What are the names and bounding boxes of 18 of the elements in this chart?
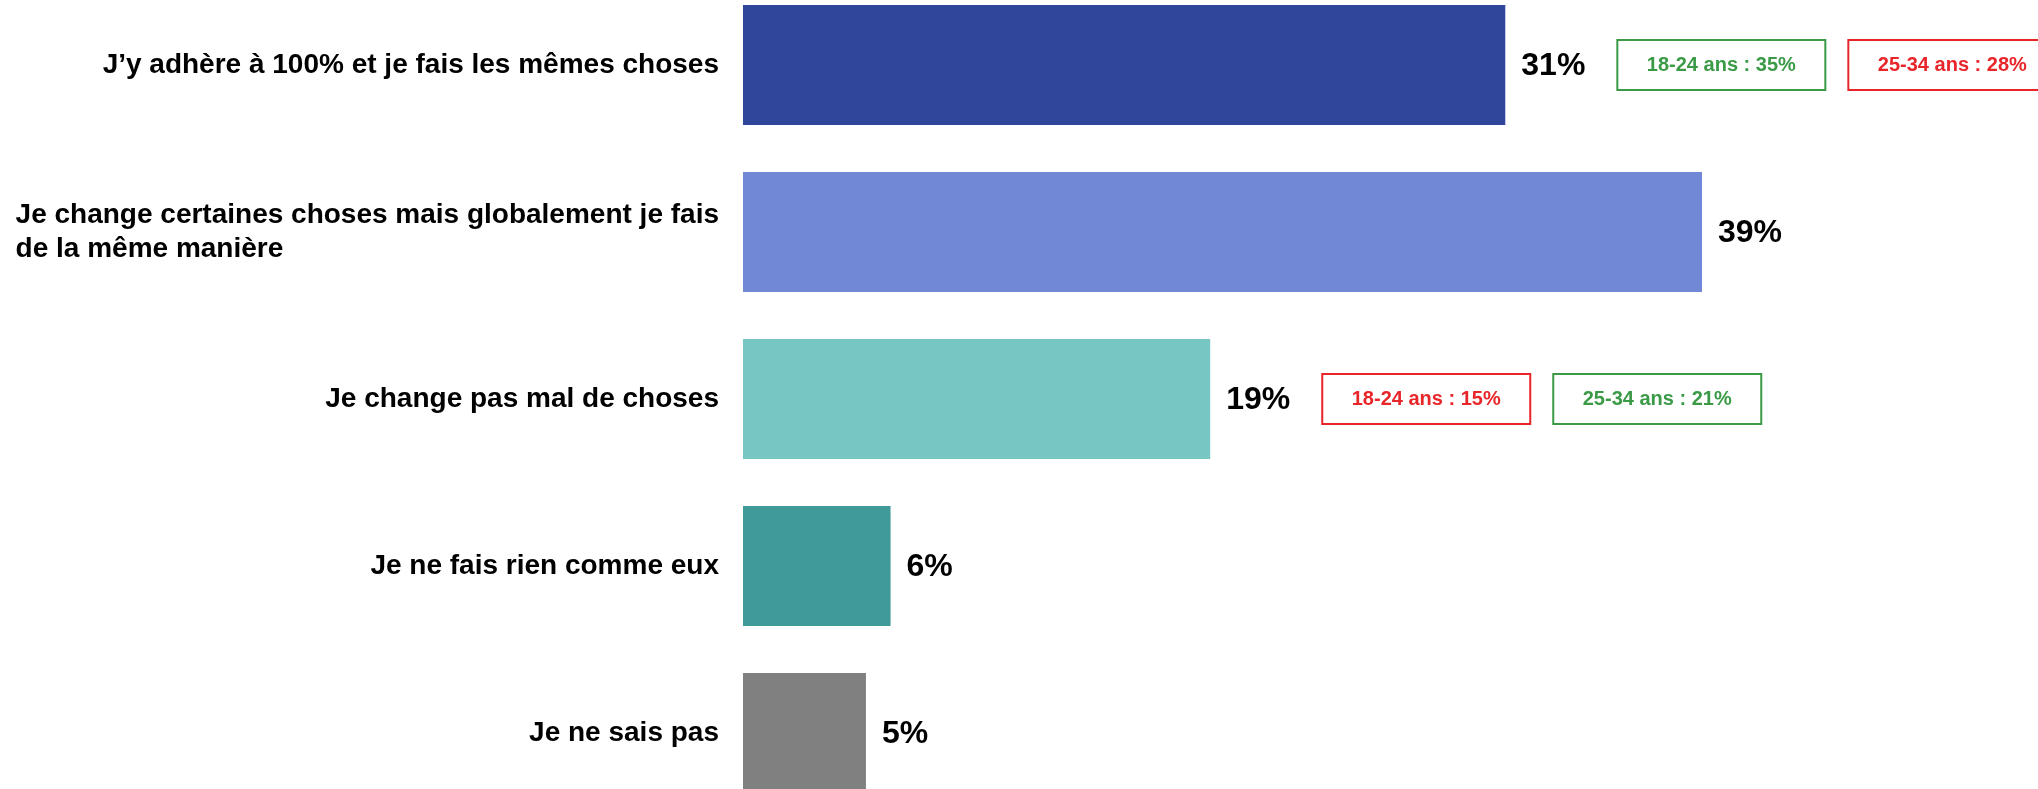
text: 25-34 ans : 28% (1877, 53, 2028, 75)
y-tick-label: Je change pas mal de choses (325, 382, 719, 413)
data-label: 6% (906, 547, 953, 583)
bar (743, 5, 1506, 125)
y-tick-label: Je ne sais pas (529, 716, 719, 747)
annotation: 18-24 ans : 35% (1646, 53, 1797, 75)
data-label: 31% (1521, 46, 1586, 82)
y-tick-label: Je change certaines choses mais globalement je fais de la même manière (15, 198, 719, 263)
data-label: 5% (881, 714, 929, 750)
bar (743, 339, 1211, 459)
bar (743, 506, 891, 626)
data-label: 39% (1718, 213, 1783, 249)
data-label: 19% (1226, 380, 1291, 416)
y-tick-label: Je ne fais rien comme eux (370, 549, 720, 580)
bar (743, 172, 1702, 292)
y-tick-label: J’y adhère à 100% et je fais les mêmes choses (102, 48, 719, 79)
annotation: 25-34 ans : 21% (1582, 387, 1732, 409)
annotation: 18-24 ans : 15% (1351, 387, 1501, 409)
